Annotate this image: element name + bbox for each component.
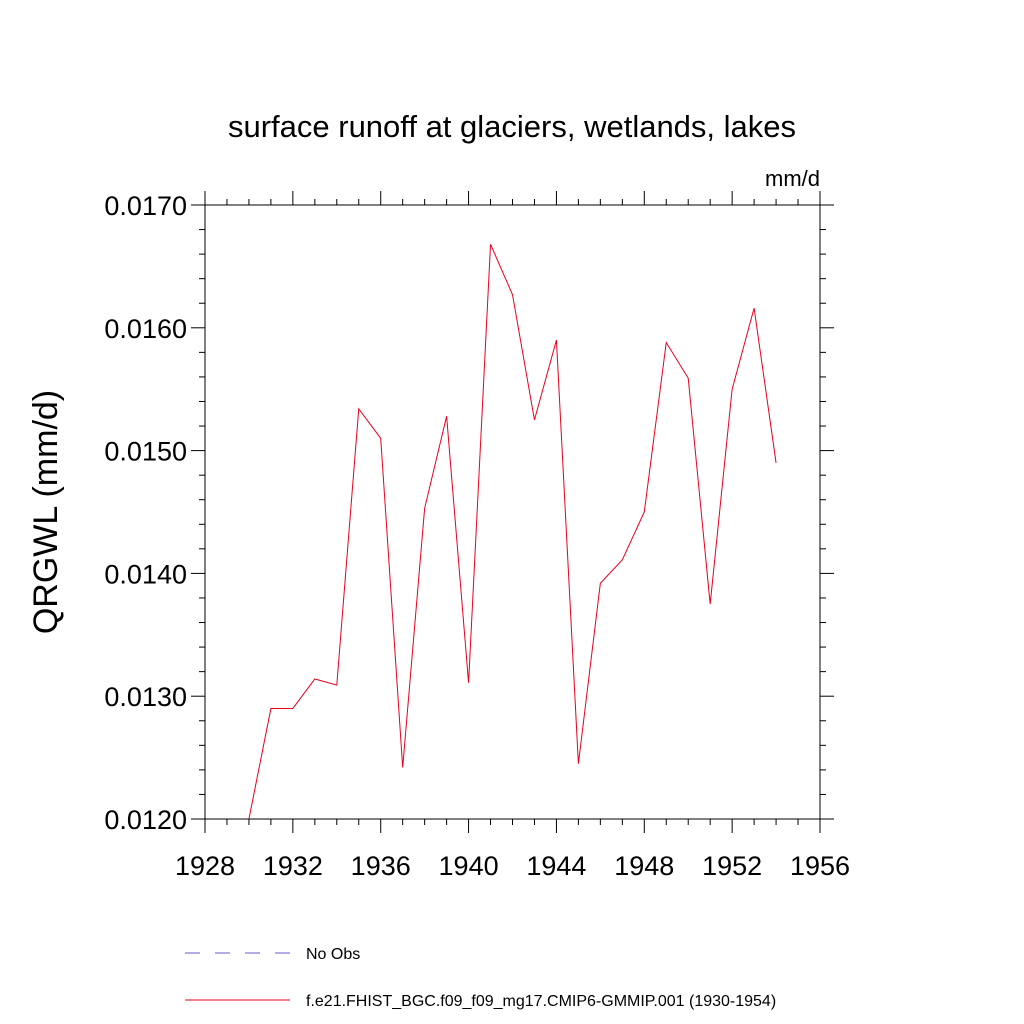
- y-tick-label: 0.0140: [104, 559, 187, 589]
- y-axis-label: QRGWL (mm/d): [27, 390, 65, 634]
- series-line-1: [248, 244, 777, 820]
- series-lines: [248, 244, 777, 820]
- legend-label-model: f.e21.FHIST_BGC.f09_f09_mg17.CMIP6-GMMIP…: [306, 993, 776, 1010]
- units-label: mm/d: [765, 166, 820, 191]
- tick-labels: 1928 1932 1936 1940 1944 1948 1952 1956 0.0120 0.…: [104, 191, 850, 881]
- y-tick-label: 0.0130: [104, 682, 187, 712]
- x-tick-label: 1932: [263, 851, 323, 881]
- x-tick-label: 1928: [175, 851, 235, 881]
- y-tick-label: 0.0170: [104, 191, 187, 221]
- y-tick-label: 0.0120: [104, 805, 187, 835]
- x-tick-label: 1944: [526, 851, 586, 881]
- y-tick-label: 0.0150: [104, 437, 187, 467]
- x-tick-label: 1956: [790, 851, 850, 881]
- legend-label-no-obs: No Obs: [306, 946, 360, 963]
- x-tick-label: 1936: [351, 851, 411, 881]
- x-tick-label: 1952: [702, 851, 762, 881]
- chart-title: surface runoff at glaciers, wetlands, la…: [228, 109, 796, 144]
- x-tick-label: 1948: [614, 851, 674, 881]
- y-tick-label: 0.0160: [104, 314, 187, 344]
- legend: No Obs f.e21.FHIST_BGC.f09_f09_mg17.CMIP…: [185, 946, 776, 1010]
- x-tick-label: 1940: [439, 851, 499, 881]
- axis-ticks: [191, 191, 834, 833]
